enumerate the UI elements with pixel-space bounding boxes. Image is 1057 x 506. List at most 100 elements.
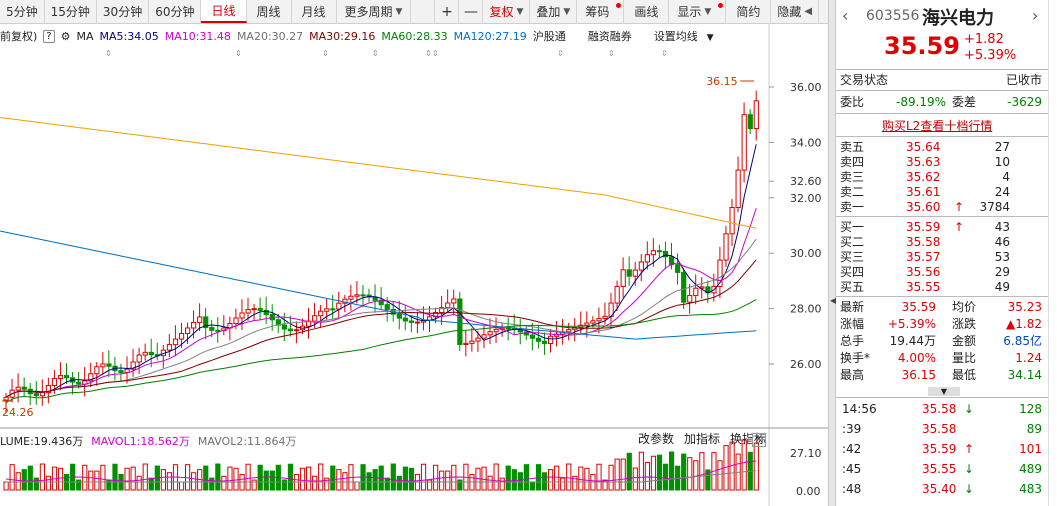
volume-bar — [596, 463, 602, 491]
display-button[interactable]: 显示 ▼ — [669, 0, 727, 23]
weibi-label: 委比 — [840, 95, 865, 109]
zoom-out-button[interactable]: — — [459, 0, 484, 23]
candle-body — [51, 377, 58, 386]
divider-line — [836, 113, 1048, 114]
candle-body — [741, 114, 747, 171]
candle-body — [439, 307, 445, 313]
draw-line-button[interactable]: 画线 — [624, 0, 670, 23]
volume-bar — [76, 479, 82, 491]
gear-icon[interactable]: ⚙ — [60, 29, 71, 43]
help-icon[interactable]: ? — [43, 29, 55, 43]
candle-body — [487, 331, 493, 336]
period-more[interactable]: 更多周期 ▼ — [337, 0, 412, 23]
simple-button[interactable]: 简约 — [726, 0, 772, 23]
volume-bar — [9, 464, 15, 491]
hgt-link[interactable]: 沪股通 — [532, 30, 566, 43]
period-5min[interactable]: 5分钟 — [0, 0, 45, 23]
candle-body — [142, 351, 148, 356]
ma60-value: MA60:28.33 — [381, 29, 448, 43]
ask-level-label: 卖五 — [840, 140, 865, 154]
volume-bar — [505, 465, 511, 491]
trade-status-label: 交易状态 — [840, 73, 889, 87]
chips-button[interactable]: 筹码 — [577, 0, 625, 23]
period-60min[interactable]: 60分钟 — [149, 0, 202, 23]
ask-row: 卖三 35.62 4 — [840, 170, 1046, 185]
chevron-right-icon[interactable]: › — [1032, 6, 1039, 25]
event-marker-icon: ⇕ — [322, 49, 329, 58]
chevron-left-icon[interactable]: ‹ — [842, 6, 849, 25]
candle-body — [687, 295, 693, 303]
volume-bar — [88, 470, 94, 491]
candle-body — [451, 298, 457, 304]
candle-body — [330, 308, 336, 311]
chevron-left-icon[interactable]: ◀ — [830, 296, 837, 305]
candle-body — [185, 327, 191, 335]
volume-bar — [324, 477, 330, 491]
volume-bar — [233, 467, 239, 491]
candle-body — [396, 313, 402, 319]
panel-splitter[interactable]: ◀ — [828, 0, 836, 506]
volume-bar — [699, 452, 705, 491]
bid-volume: 29 — [994, 265, 1010, 279]
volume-bar — [656, 454, 663, 491]
tick-volume: 489 — [1019, 462, 1042, 476]
stat-value: ▲1.82 — [1006, 317, 1042, 331]
volume-bar — [408, 467, 415, 491]
volume-bar — [499, 477, 505, 491]
volume-bar — [221, 475, 227, 491]
stock-code: 603556 — [866, 8, 920, 24]
ask-price: 35.63 — [906, 155, 941, 169]
hide-button[interactable]: 隐藏 ◀ — [771, 0, 820, 23]
l2-upgrade-link[interactable]: 购买L2查看十档行情 — [882, 119, 993, 133]
volume-bar — [493, 463, 499, 491]
tick-price: 35.59 — [922, 442, 957, 456]
change-params-button[interactable]: 改参数 — [637, 432, 674, 446]
period-daily[interactable]: 日线 — [201, 0, 247, 23]
candle-body — [529, 334, 536, 339]
zoom-in-button[interactable]: + — [435, 0, 460, 23]
bid-level-label: 买四 — [840, 265, 865, 279]
set-ma-button[interactable]: 设置均线 ▼ — [654, 28, 720, 44]
event-marker-icon: ⇕ — [608, 49, 615, 58]
stat-row: 最新 35.59 均价 35.23 — [840, 300, 1046, 315]
divider-line — [836, 136, 1048, 137]
volume-bar — [57, 467, 64, 491]
candle-body — [541, 340, 548, 344]
candle-body — [681, 271, 687, 303]
volume-bar — [112, 463, 118, 491]
period-monthly[interactable]: 月线 — [292, 0, 337, 23]
close-icon[interactable]: X — [752, 433, 766, 447]
volume-bar — [94, 470, 100, 491]
expand-caret-icon[interactable]: ▼ — [928, 387, 960, 396]
candle-body — [257, 308, 263, 311]
volume-bar — [306, 466, 312, 491]
tick-volume: 483 — [1019, 482, 1042, 496]
ask-level-label: 卖一 — [840, 200, 865, 214]
tick-volume: 89 — [1026, 422, 1042, 436]
period-30min[interactable]: 30分钟 — [97, 0, 150, 23]
candle-body — [45, 384, 52, 394]
switch-indicator-button[interactable]: 换指标 — [729, 432, 766, 446]
volume-bar — [741, 439, 747, 491]
add-indicator-button[interactable]: 加指标 — [683, 432, 720, 446]
event-marker-icon: ⇕ — [425, 49, 432, 58]
candle-body — [626, 269, 632, 277]
ask-volume: 3784 — [979, 200, 1010, 214]
ask-level-label: 卖二 — [840, 185, 865, 199]
volume-bar — [517, 472, 523, 491]
divider-line — [836, 296, 1048, 297]
volume-bar — [402, 466, 408, 491]
overlay-button[interactable]: 叠加 ▼ — [530, 0, 578, 23]
period-weekly[interactable]: 周线 — [247, 0, 292, 23]
candle-body — [233, 317, 239, 324]
volume-bar — [136, 475, 142, 491]
volume-legend: LUME:19.436万 MAVOL1:18.562万 MAVOL2:11.86… — [0, 433, 305, 449]
candle-body — [735, 169, 741, 208]
candle-body — [408, 320, 415, 323]
period-15min[interactable]: 15分钟 — [45, 0, 97, 23]
ask-row: 卖四 35.63 10 — [840, 155, 1046, 170]
margin-link[interactable]: 融资融券 — [587, 30, 632, 43]
kline-chart[interactable]: 36.00 34.00 32.60 32.00 30.00 28.00 26.00 ⇕ ⇕ ⇕ ⇕ ⇕… — [0, 24, 828, 506]
fuquan-mode-label: 前复权) — [0, 30, 38, 43]
fuquan-button[interactable]: 复权 ▼ — [483, 0, 531, 23]
